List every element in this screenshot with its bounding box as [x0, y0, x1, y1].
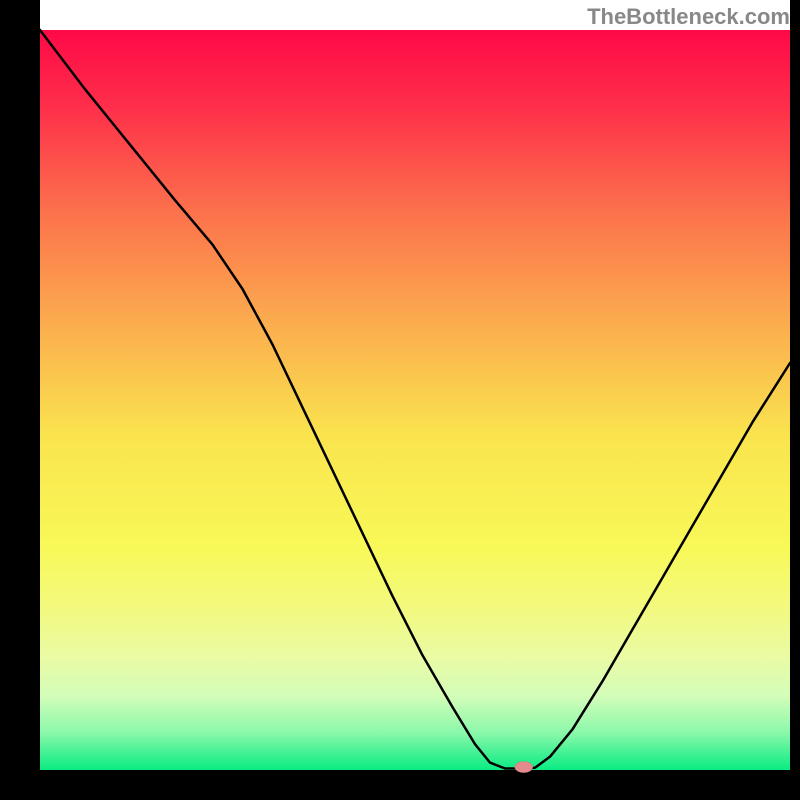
chart-background [40, 30, 790, 770]
frame-right [790, 0, 800, 800]
watermark-text: TheBottleneck.com [587, 4, 790, 30]
chart-container: TheBottleneck.com [0, 0, 800, 800]
frame-left [0, 0, 40, 800]
frame-bottom [0, 770, 800, 800]
optimal-marker [515, 761, 533, 772]
bottleneck-chart [0, 0, 800, 800]
